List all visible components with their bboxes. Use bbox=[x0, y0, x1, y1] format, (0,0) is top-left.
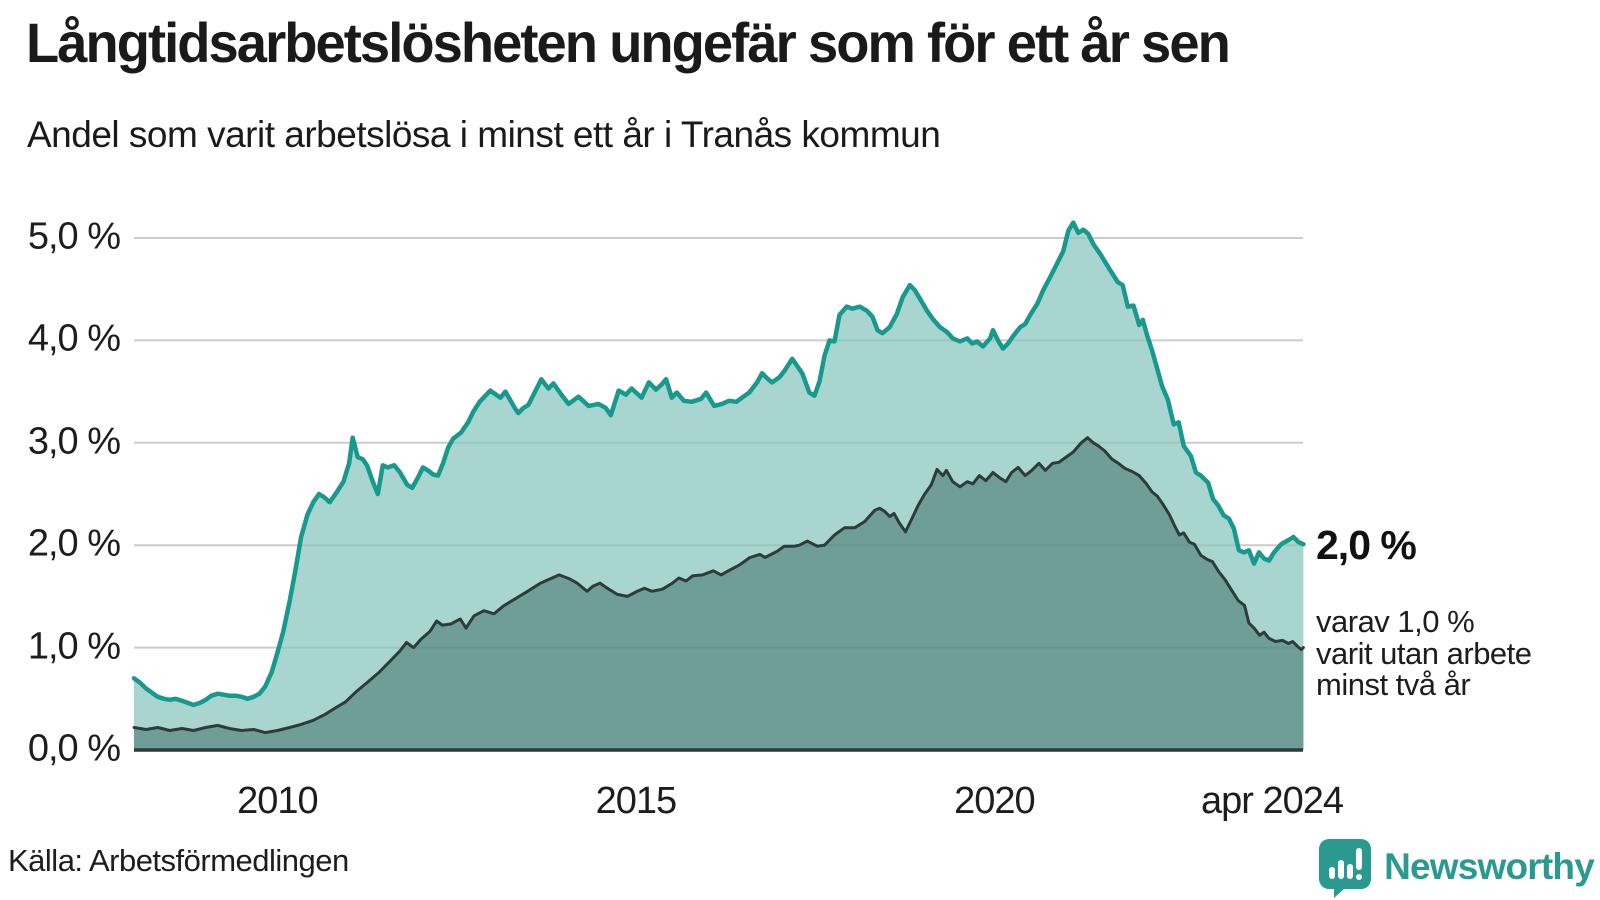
chart-subtitle: Andel som varit arbetslösa i minst ett å… bbox=[27, 114, 941, 155]
newsworthy-logo-text: Newsworthy bbox=[1384, 846, 1595, 887]
page-title: Långtidsarbetslösheten ungefär som för e… bbox=[26, 11, 1231, 74]
x-tick-label: 2015 bbox=[595, 780, 678, 822]
x-tick-label: 2010 bbox=[237, 780, 319, 822]
latest-value-annotation: 2,0 % bbox=[1316, 522, 1417, 568]
annotation-line: varav 1,0 % bbox=[1316, 604, 1475, 639]
area-over-two-years bbox=[134, 437, 1304, 750]
y-tick-label: 0,0 % bbox=[27, 727, 121, 770]
x-tick-label: 2020 bbox=[954, 780, 1036, 822]
line-over-two-years bbox=[132, 436, 1305, 735]
newsworthy-logo-icon bbox=[1319, 839, 1372, 898]
y-tick-label: 5,0 % bbox=[27, 215, 121, 258]
two-year-annotation: varav 1,0 % varit utan arbete minst två år bbox=[1316, 606, 1532, 701]
annotation-line: varit utan arbete bbox=[1316, 635, 1532, 671]
line-total-over-one-year bbox=[131, 220, 1306, 708]
newsworthy-logo: Newsworthy bbox=[1316, 836, 1595, 898]
y-tick-label: 2,0 % bbox=[27, 522, 121, 565]
source-note: Källa: Arbetsförmedlingen bbox=[8, 843, 349, 878]
y-tick-label: 1,0 % bbox=[27, 625, 121, 668]
annotation-line: minst två år bbox=[1316, 667, 1471, 702]
x-tick-label: apr 2024 bbox=[1200, 780, 1344, 822]
y-tick-label: 3,0 % bbox=[27, 420, 121, 463]
y-tick-label: 4,0 % bbox=[27, 318, 121, 361]
